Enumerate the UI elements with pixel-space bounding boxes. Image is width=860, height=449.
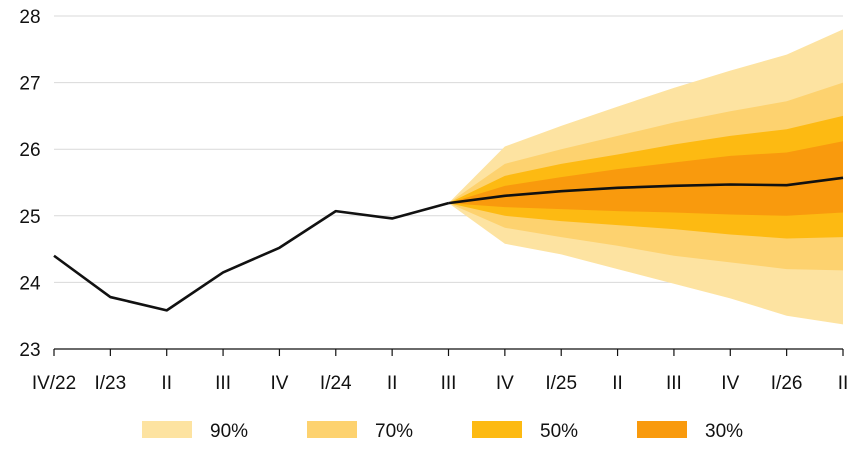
legend-swatch-70pct	[307, 421, 357, 438]
history-line	[53, 201, 449, 312]
legend-label: 90%	[210, 421, 248, 442]
x-tick-label: III	[441, 373, 457, 394]
legend: 90% 70% 50% 30%	[142, 421, 743, 442]
x-tick-label: I/24	[320, 373, 352, 394]
central-projection-line	[448, 176, 844, 205]
legend-swatch-50pct	[472, 421, 522, 438]
x-tick-label: IV/22	[32, 373, 76, 394]
x-tick-label: I/25	[545, 373, 577, 394]
x-tick-label: III	[666, 373, 682, 394]
legend-label: 50%	[540, 421, 578, 442]
x-tick-label: IV	[721, 373, 739, 394]
legend-label: 70%	[375, 421, 413, 442]
fan-bands	[448, 29, 843, 325]
y-tick-label: 26	[19, 140, 40, 161]
y-tick-label: 23	[19, 340, 40, 361]
x-tick-label: III	[215, 373, 231, 394]
series-lines	[53, 176, 844, 312]
y-tick-label: 24	[19, 273, 41, 294]
x-tick-label: IV	[270, 373, 288, 394]
x-tick-label: II	[161, 373, 172, 394]
band-30pct	[448, 141, 843, 216]
x-tick-label: II	[838, 373, 849, 394]
legend-swatch-30pct	[637, 421, 687, 438]
legend-label: 30%	[705, 421, 743, 442]
y-tick-label: 28	[19, 7, 40, 28]
y-tick-label: 25	[19, 207, 40, 228]
x-tick-label: II	[612, 373, 623, 394]
legend-swatch-90pct	[142, 421, 192, 438]
x-tick-label: I/26	[771, 373, 803, 394]
x-tick-label: II	[387, 373, 398, 394]
x-tick-label: I/23	[95, 373, 127, 394]
y-tick-label: 27	[19, 74, 40, 95]
x-tick-label: IV	[496, 373, 514, 394]
